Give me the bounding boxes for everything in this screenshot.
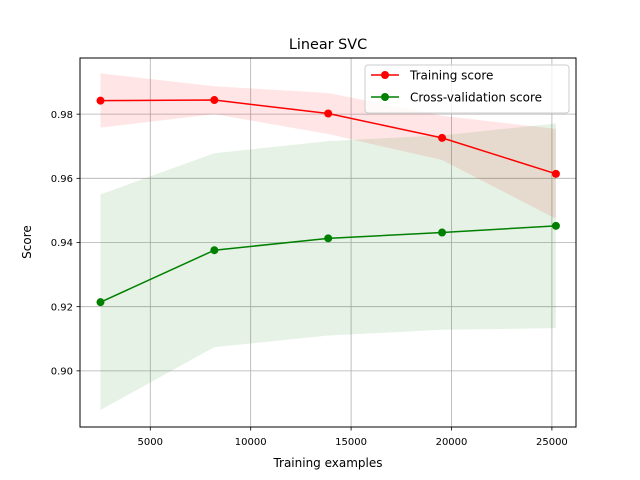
data-point (551, 169, 560, 178)
y-axis-label: Score (20, 225, 34, 259)
x-axis-ticks: 5000 10000 15000 20000 25000 (138, 427, 568, 448)
legend-marker (381, 93, 389, 101)
legend-label: Training score (409, 69, 493, 83)
legend-label: Cross-validation score (410, 91, 542, 105)
y-tick-label: 0.92 (51, 302, 73, 313)
data-point (438, 228, 447, 237)
score-bands (100, 73, 556, 410)
y-axis-ticks: 0.90 0.92 0.94 0.96 0.98 (51, 110, 80, 377)
legend: Training score Cross-validation score (364, 64, 570, 114)
chart-title: Linear SVC (289, 37, 367, 53)
x-tick-label: 5000 (138, 437, 163, 448)
y-tick-label: 0.94 (51, 238, 73, 249)
legend-marker (381, 71, 389, 79)
data-point (210, 96, 219, 105)
data-point (96, 96, 105, 105)
y-tick-label: 0.90 (51, 366, 73, 377)
x-tick-label: 20000 (436, 437, 468, 448)
band-1 (100, 123, 556, 410)
x-tick-label: 15000 (335, 437, 367, 448)
data-point (324, 109, 333, 118)
data-point (210, 246, 219, 255)
legend-box (364, 64, 570, 114)
band-0 (100, 73, 556, 219)
data-point (96, 298, 105, 307)
data-point (324, 234, 333, 243)
x-tick-label: 25000 (536, 437, 568, 448)
y-tick-label: 0.98 (51, 110, 73, 121)
data-point (551, 221, 560, 230)
data-point (438, 133, 447, 142)
x-axis-label: Training examples (272, 456, 382, 470)
series-points (96, 96, 560, 307)
x-tick-label: 10000 (235, 437, 267, 448)
y-tick-label: 0.96 (51, 174, 73, 185)
